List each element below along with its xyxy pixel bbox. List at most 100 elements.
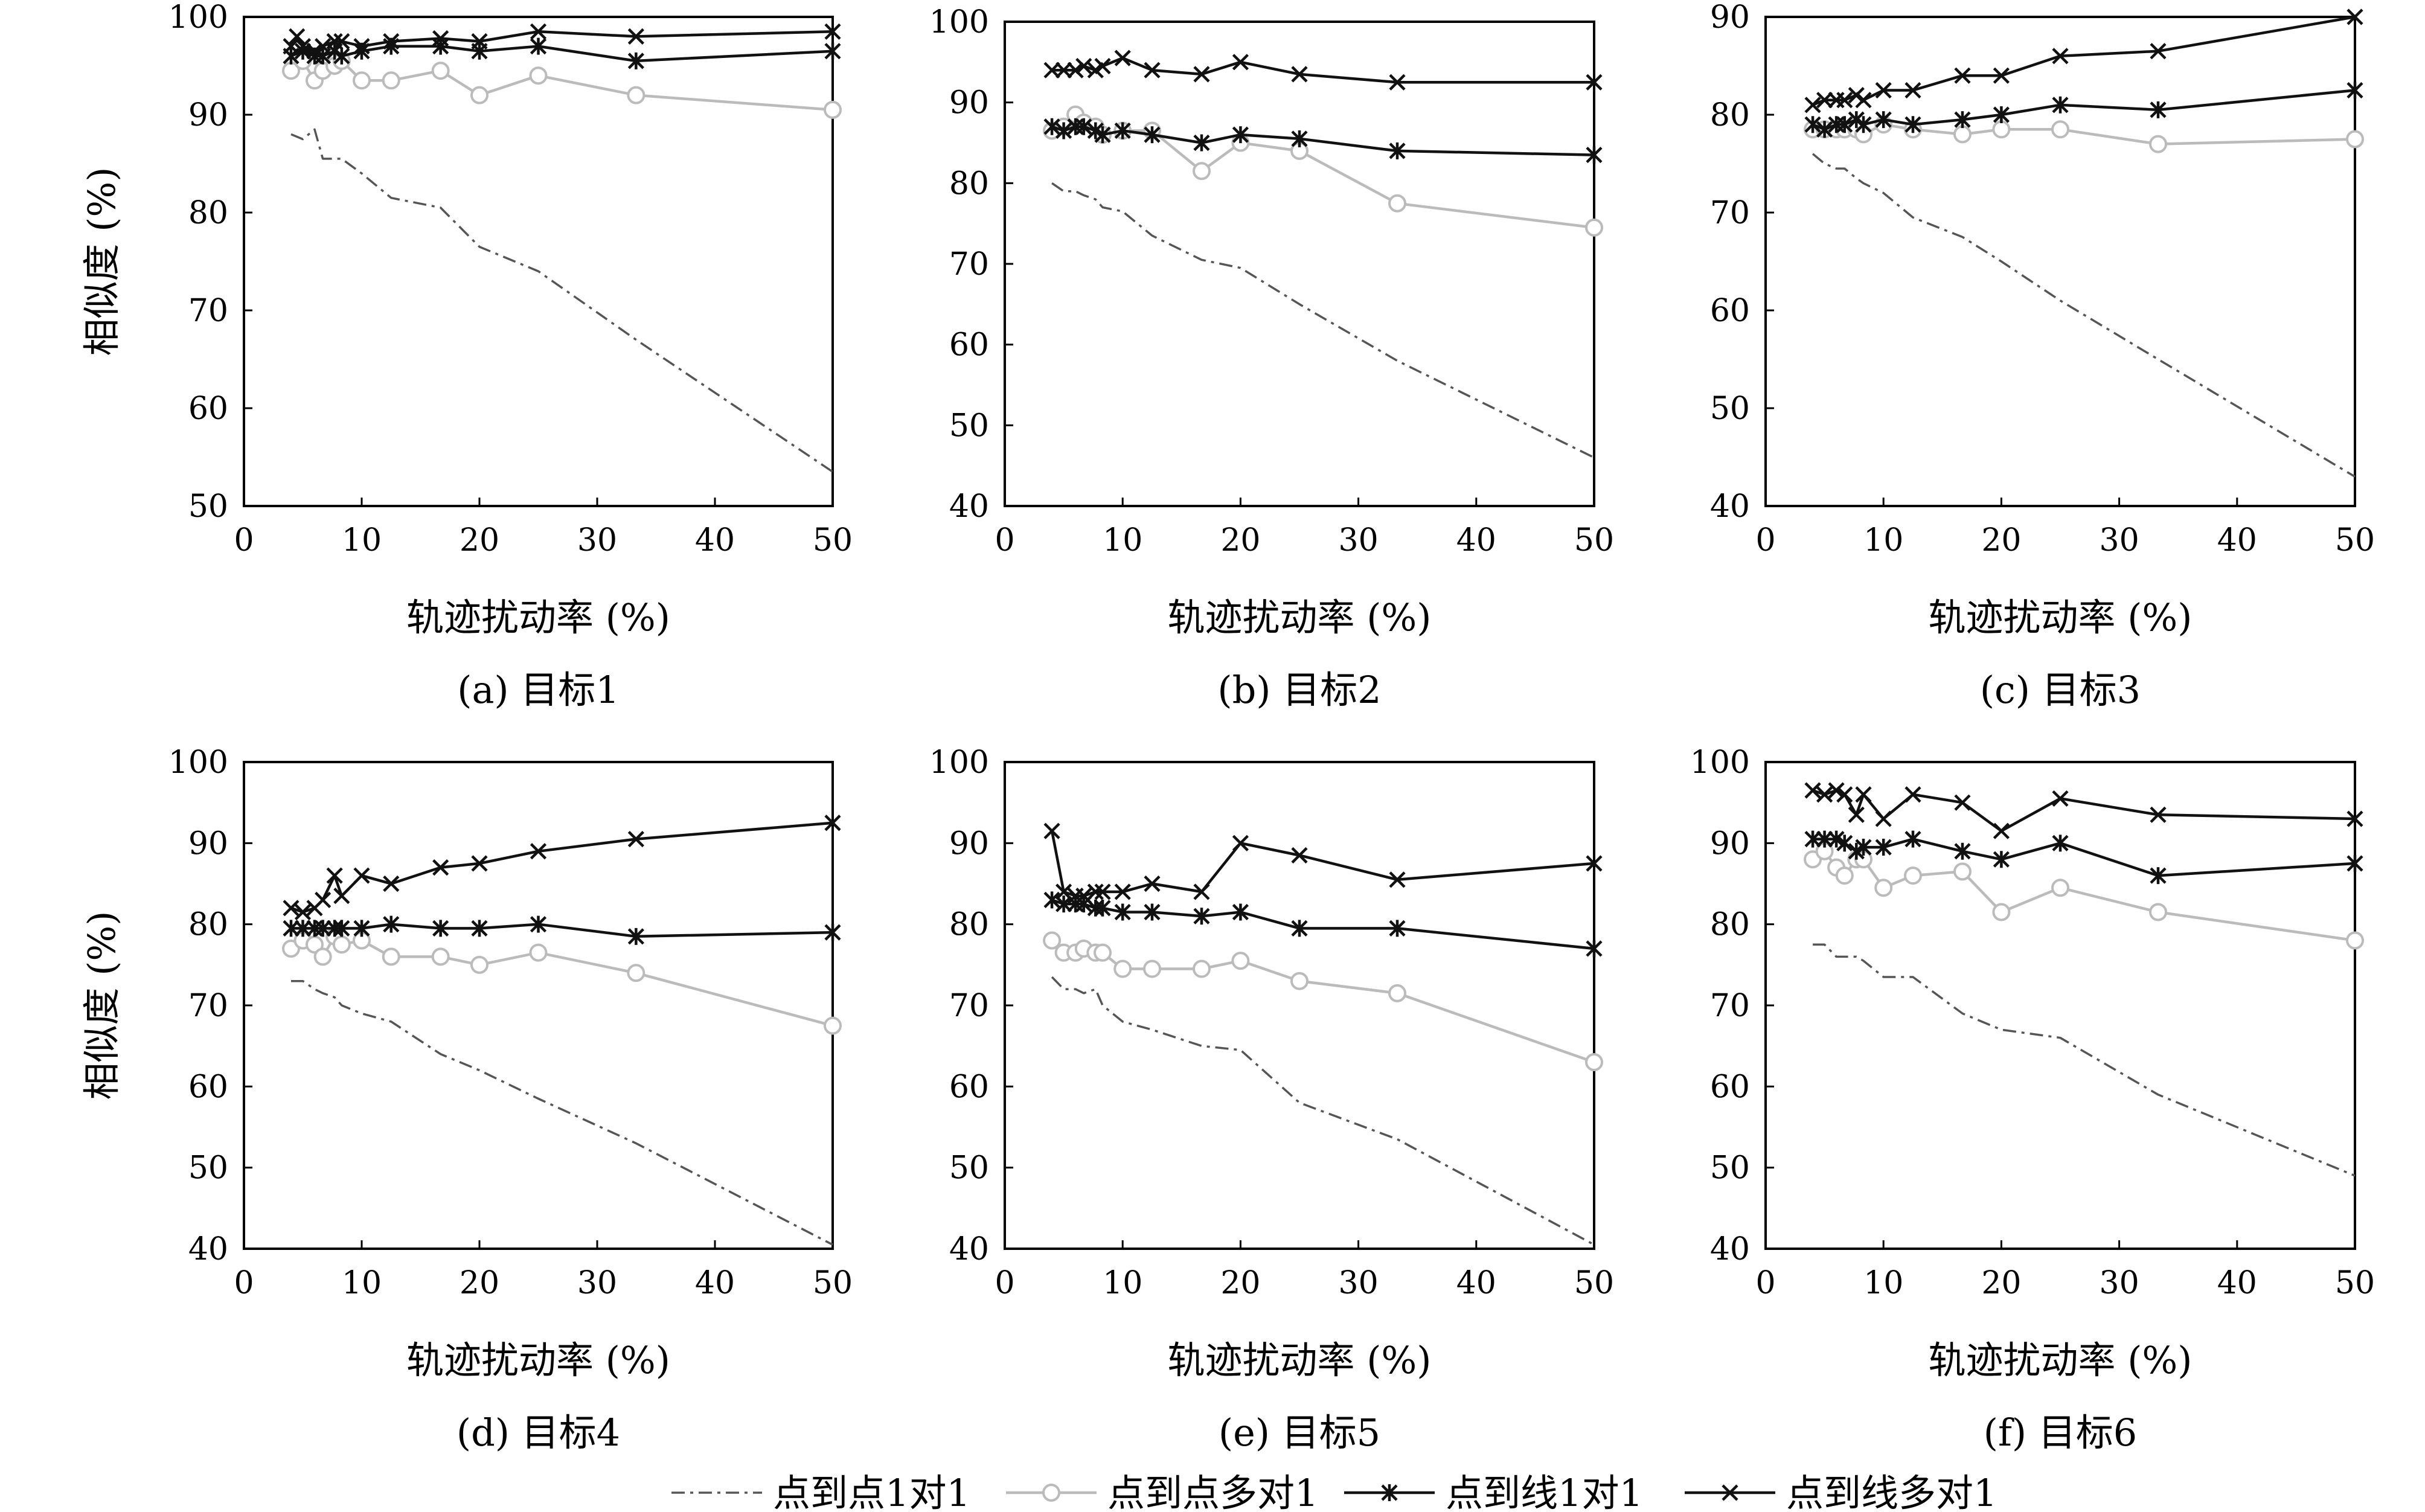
- data-point: [627, 28, 644, 45]
- data-point: [283, 900, 300, 917]
- x-tick-label: 10: [1863, 522, 1903, 559]
- subplot: 0 10 20 30 40 50 40 50 60 70 80 90 100 轨迹扰动率 (%) (b) 目…: [929, 4, 1614, 712]
- subplot-caption: (a) 目标1: [457, 668, 620, 712]
- subplot-caption: (b) 目标2: [1217, 668, 1381, 712]
- data-point: [1993, 851, 2010, 868]
- data-point: [1389, 871, 1406, 888]
- series-line: [1813, 123, 2356, 146]
- series-点到点1对1: [291, 979, 833, 1246]
- x-tick-label: 20: [1220, 522, 1260, 559]
- data-point: [326, 33, 343, 50]
- series-点到线多对1: [1043, 822, 1603, 905]
- legend-item: 点到点1对1: [671, 1471, 970, 1512]
- data-point: [1075, 57, 1092, 75]
- series-点到点多对1: [1043, 931, 1603, 1072]
- data-point: [432, 920, 449, 937]
- data-point: [1586, 855, 1603, 872]
- series-line: [1812, 789, 2356, 833]
- y-tick-label: 90: [949, 85, 989, 121]
- subplot-caption: (d) 目标4: [456, 1411, 620, 1455]
- data-point: [1043, 891, 1060, 909]
- data-point: [1043, 931, 1062, 950]
- series-点到点1对1: [1051, 976, 1595, 1246]
- data-point: [1094, 943, 1112, 962]
- legend-label: 点到点多对1: [1107, 1471, 1318, 1512]
- data-point: [1586, 74, 1603, 91]
- y-tick-label: 90: [188, 97, 228, 133]
- data-point: [294, 920, 312, 937]
- data-point: [1291, 66, 1308, 83]
- data-point: [315, 891, 332, 908]
- y-tick-label: 70: [949, 988, 989, 1024]
- data-point: [1904, 867, 1922, 885]
- x-tick-label: 0: [995, 1265, 1014, 1301]
- data-point: [1231, 952, 1250, 970]
- data-point: [333, 47, 350, 65]
- data-point: [313, 947, 332, 966]
- data-point: [382, 71, 400, 90]
- data-point: [1193, 908, 1210, 925]
- x-tick-label: 40: [695, 522, 735, 559]
- data-point: [1056, 122, 1072, 139]
- y-tick-label: 80: [949, 907, 989, 943]
- series-line: [1812, 850, 2356, 942]
- y-tick-label: 60: [188, 1069, 228, 1105]
- data-point: [1828, 782, 1845, 799]
- data-point: [1954, 794, 1971, 811]
- data-point: [1056, 895, 1072, 913]
- data-point: [2346, 130, 2364, 149]
- series-点到点多对1: [282, 51, 842, 119]
- series-line: [290, 935, 833, 1027]
- y-tick-label: 70: [1710, 195, 1750, 231]
- data-point: [1855, 839, 1872, 856]
- series-line: [1052, 56, 1594, 84]
- data-point: [1381, 1484, 1398, 1501]
- y-tick-label: 90: [188, 825, 228, 862]
- series-line: [1813, 838, 2356, 877]
- data-point: [1954, 842, 1971, 860]
- series-line: [1051, 899, 1595, 950]
- data-point: [627, 964, 645, 982]
- data-point: [471, 33, 488, 50]
- x-tick-label: 20: [1981, 1265, 2021, 1301]
- y-tick-label: 80: [188, 907, 228, 943]
- data-point: [1290, 972, 1309, 990]
- series-点到线1对1: [1804, 830, 2363, 885]
- y-tick-label: 100: [168, 0, 228, 36]
- data-point: [471, 920, 488, 937]
- y-tick-label: 70: [188, 988, 228, 1024]
- legend-item: 点到点多对1: [1006, 1471, 1318, 1512]
- legend-label: 点到线多对1: [1786, 1471, 1997, 1512]
- data-point: [332, 935, 351, 954]
- data-point: [471, 855, 488, 872]
- data-point: [315, 38, 332, 55]
- x-tick-label: 0: [1755, 522, 1775, 559]
- data-point: [1094, 126, 1111, 144]
- data-point: [1043, 62, 1060, 78]
- data-point: [383, 33, 400, 50]
- data-point: [1828, 830, 1845, 848]
- series-line: [290, 45, 833, 63]
- data-point: [824, 23, 841, 40]
- data-point: [1114, 903, 1131, 921]
- y-tick-label: 70: [1710, 988, 1750, 1024]
- y-tick-label: 40: [949, 1231, 989, 1267]
- x-tick-label: 10: [342, 522, 382, 559]
- data-point: [2051, 120, 2069, 139]
- data-point: [2347, 854, 2363, 872]
- data-point: [382, 947, 400, 966]
- data-point: [1954, 111, 1971, 129]
- subplot-caption: (c) 目标3: [1980, 668, 2141, 712]
- y-tick-label: 90: [949, 825, 989, 862]
- data-point: [1848, 806, 1865, 823]
- y-tick-label: 90: [1710, 0, 1750, 36]
- series-点到点多对1: [1804, 842, 2364, 950]
- data-point: [2150, 43, 2167, 60]
- y-tick-label: 70: [188, 293, 228, 329]
- data-point: [1585, 1053, 1603, 1072]
- data-point: [1056, 883, 1072, 900]
- data-point: [1075, 118, 1092, 135]
- data-point: [1585, 218, 1603, 237]
- y-tick-label: 100: [1690, 745, 1750, 781]
- subplot-caption: (e) 目标5: [1219, 1411, 1380, 1455]
